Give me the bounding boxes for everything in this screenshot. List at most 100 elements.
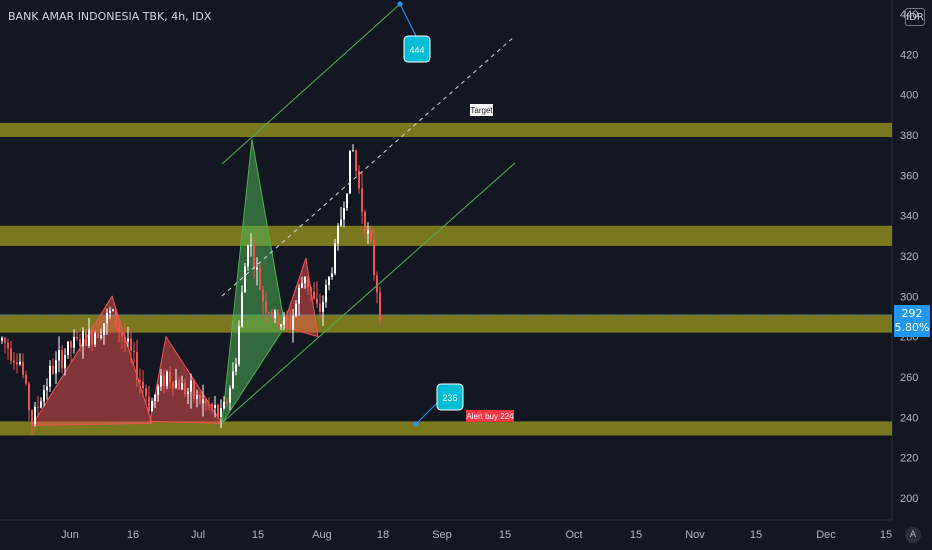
ytick-label: 340 <box>900 211 918 223</box>
callout-444[interactable]: 444 <box>403 35 431 63</box>
candle-body <box>49 365 51 387</box>
candle-body <box>274 310 276 319</box>
candle-body <box>220 408 222 418</box>
candle-body <box>142 381 144 389</box>
candle-body <box>16 362 18 365</box>
candle-body <box>187 391 189 394</box>
candle-body <box>205 399 207 404</box>
candle-body <box>70 341 72 348</box>
candle-body <box>199 395 201 404</box>
candle-body <box>106 312 108 324</box>
alert-buy-label[interactable]: Alert buy 224 <box>466 410 514 422</box>
candle-body <box>178 380 180 390</box>
candle-body <box>157 386 159 395</box>
candle-body <box>373 240 375 276</box>
candle-body <box>94 333 96 345</box>
sr-zone[interactable] <box>0 421 892 436</box>
candle-body <box>112 309 114 311</box>
trendlines[interactable] <box>221 1 516 427</box>
time-axis[interactable]: Jun 16 Jul 15 Aug 18 Sep 15 Oct 15 Nov 15 Dec 15 <box>61 529 892 541</box>
candle-body <box>61 350 63 369</box>
callout-236[interactable]: 236 <box>436 383 464 411</box>
candle-body <box>37 406 39 408</box>
ytick-label: 400 <box>900 90 918 102</box>
candle-body <box>265 301 267 313</box>
auto-scale-button[interactable]: A <box>905 527 921 543</box>
candle-body <box>235 364 237 372</box>
ytick-label: 240 <box>900 412 918 424</box>
candle-body <box>88 329 90 346</box>
candle-body <box>34 406 36 425</box>
lower-channel-line[interactable] <box>221 162 516 424</box>
candle-body <box>145 388 147 397</box>
callout-line-236 <box>415 401 439 425</box>
candle-body <box>298 287 300 304</box>
ytick-label: 220 <box>900 453 918 465</box>
candle-body <box>196 395 198 399</box>
candle-body <box>136 351 138 381</box>
ytick-label: 200 <box>900 493 918 505</box>
candle-body <box>118 324 120 331</box>
candle-body <box>124 336 126 342</box>
candle-body <box>361 188 363 212</box>
point-444[interactable] <box>397 1 403 7</box>
candle-body <box>31 410 33 425</box>
candle-body <box>64 355 66 369</box>
candle-body <box>370 230 372 241</box>
candle-body <box>247 245 249 267</box>
candle-body <box>304 276 306 284</box>
candle-body <box>358 170 360 189</box>
candle-body <box>19 361 21 365</box>
candle-body <box>250 245 252 247</box>
xtick-label: Nov <box>685 529 705 541</box>
xtick-label: 15 <box>750 529 762 541</box>
candle-body <box>67 341 69 356</box>
ytick-label: 420 <box>900 49 918 61</box>
callout-line-444 <box>399 3 417 37</box>
target-label[interactable]: Target <box>470 104 493 116</box>
candle-body <box>148 396 150 412</box>
candle-body <box>154 394 156 401</box>
candle-body <box>211 404 213 409</box>
candle-body <box>160 375 162 387</box>
sr-zone[interactable] <box>0 225 892 246</box>
candle-body <box>85 330 87 346</box>
candle-body <box>181 383 183 390</box>
pattern-triangle[interactable] <box>221 138 286 424</box>
candle-body <box>292 315 294 330</box>
candle-body <box>376 275 378 293</box>
candle-body <box>175 380 177 388</box>
candle-body <box>46 386 48 391</box>
pattern-triangle[interactable] <box>31 295 153 426</box>
ytick-label: 440 <box>900 9 918 21</box>
candle-body <box>121 330 123 337</box>
currency-label[interactable]: IDR <box>905 8 925 26</box>
candle-body <box>214 405 216 409</box>
candle-body <box>55 360 57 374</box>
candle-body <box>328 277 330 286</box>
candle-body <box>97 333 99 339</box>
candle-body <box>337 225 339 244</box>
candle-body <box>295 303 297 316</box>
last-price-value: 292 <box>901 307 923 320</box>
xtick-label: Jun <box>61 529 79 541</box>
pattern-triangle[interactable] <box>282 257 319 338</box>
candle-body <box>28 383 30 411</box>
ytick-label: 260 <box>900 372 918 384</box>
candle-body <box>208 403 210 405</box>
candle-body <box>43 390 45 402</box>
mid-channel-line[interactable] <box>221 35 516 297</box>
sr-zone[interactable] <box>0 122 892 138</box>
candle-body <box>7 342 9 349</box>
candle-body <box>103 323 105 335</box>
candle-body <box>229 388 231 403</box>
last-price-badge: 292 5.80% <box>894 305 930 337</box>
point-236[interactable] <box>413 421 419 427</box>
candle-body <box>217 405 219 418</box>
candle-body <box>163 375 165 387</box>
sr-zone[interactable] <box>0 314 892 333</box>
upper-channel-line[interactable] <box>221 3 401 165</box>
candle-body <box>115 309 117 325</box>
